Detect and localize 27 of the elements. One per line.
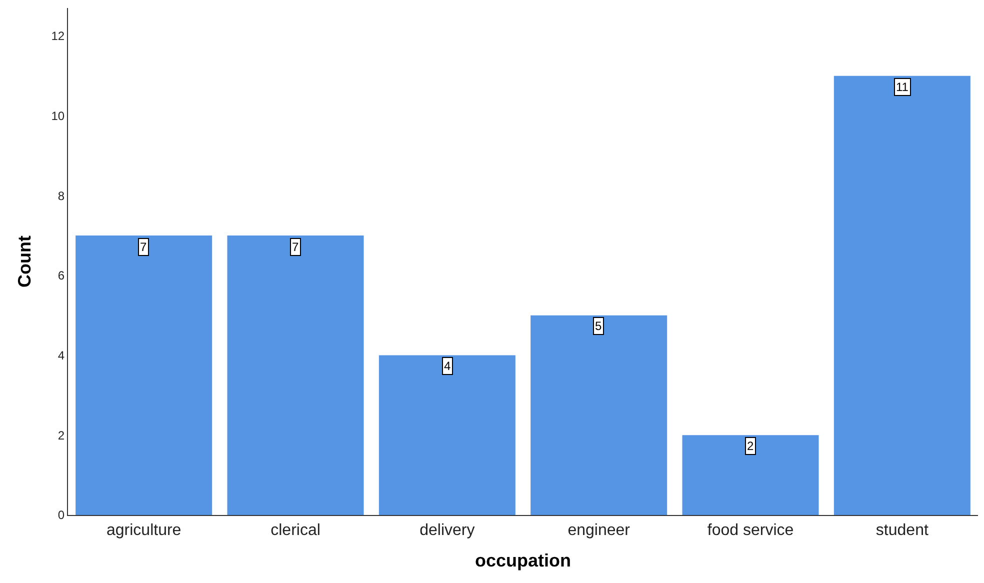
y-axis-title: Count — [14, 236, 34, 288]
x-tick-label: engineer — [568, 522, 631, 540]
data-label: 5 — [595, 319, 602, 333]
x-tick-label: clerical — [270, 522, 320, 540]
bar — [530, 315, 668, 515]
data-label: 7 — [140, 240, 147, 254]
bar — [378, 355, 516, 515]
y-tick-label: 6 — [58, 268, 65, 283]
y-tick-label: 4 — [58, 348, 65, 363]
bar — [76, 236, 212, 515]
y-tick-label: 0 — [58, 508, 65, 522]
bar — [834, 76, 970, 515]
y-tick-label: 12 — [51, 29, 65, 44]
data-label: 11 — [896, 80, 909, 94]
x-tick-label: delivery — [420, 522, 475, 540]
x-tick-label: food service — [707, 522, 794, 540]
bar — [227, 236, 364, 515]
x-tick-label: student — [876, 522, 929, 540]
y-tick-label: 2 — [58, 428, 65, 442]
bar — [682, 435, 819, 515]
data-label: 7 — [292, 240, 299, 254]
x-tick-label: agriculture — [106, 522, 182, 540]
y-tick-label: 10 — [51, 108, 65, 123]
data-label: 2 — [747, 439, 754, 453]
x-axis-title: occupation — [474, 550, 572, 570]
y-tick-label: 8 — [58, 188, 65, 203]
data-label: 4 — [444, 359, 451, 373]
